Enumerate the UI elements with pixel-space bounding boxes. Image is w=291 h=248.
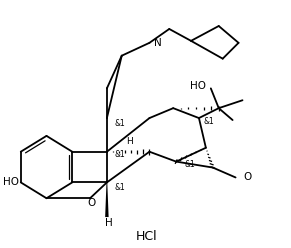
Text: H: H (105, 218, 113, 228)
Text: &1: &1 (184, 160, 195, 169)
Text: O: O (87, 198, 95, 208)
Polygon shape (107, 139, 123, 152)
Text: HO: HO (3, 177, 19, 187)
Text: &1: &1 (115, 119, 125, 127)
Text: O: O (244, 172, 252, 183)
Text: HCl: HCl (136, 230, 157, 243)
Text: N: N (155, 38, 162, 48)
Text: HO: HO (190, 81, 206, 91)
Text: &1: &1 (115, 150, 125, 159)
Text: H: H (126, 137, 132, 146)
Text: &1: &1 (204, 117, 215, 125)
Polygon shape (105, 182, 109, 217)
Text: &1: &1 (115, 183, 125, 192)
